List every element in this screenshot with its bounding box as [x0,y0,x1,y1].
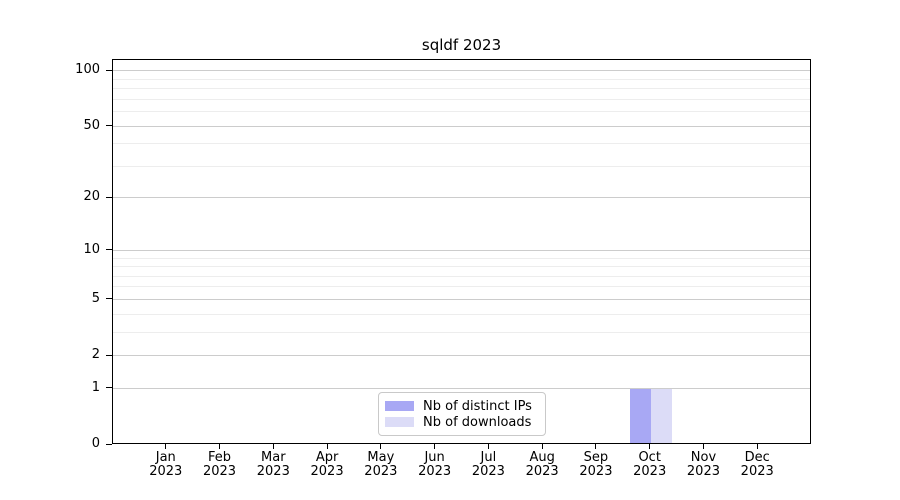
x-tick-mark [434,444,436,449]
gridline-major [113,387,810,389]
x-tick-year: 2023 [202,464,237,479]
x-tick-label: Feb 2023 [190,451,250,479]
x-tick-mark [649,444,651,449]
gridline-minor [113,313,810,315]
x-tick-month: Dec [744,450,770,465]
x-tick-year: 2023 [364,464,398,479]
x-tick-mark [219,444,221,449]
y-tick-mark [106,125,112,127]
gridline-major [113,249,810,251]
x-tick-mark [326,444,328,449]
gridline-minor [113,143,810,145]
gridline-minor [113,98,810,100]
x-tick-month: Feb [208,450,232,465]
x-tick-month: Apr [315,450,339,465]
gridline-minor [113,286,810,288]
x-tick-month: Oct [638,450,661,465]
y-tick-mark [106,249,112,251]
y-tick-label: 5 [91,290,100,306]
x-tick-month: Jan [155,450,176,465]
gridline-major [113,125,810,127]
x-tick-label: Oct 2023 [620,451,680,479]
x-tick-mark [272,444,274,449]
y-tick-mark [106,69,112,71]
x-tick-year: 2023 [633,464,667,479]
x-tick-year: 2023 [686,464,720,479]
x-tick-month: Aug [529,450,555,465]
y-tick-label: 20 [83,189,100,205]
y-tick-mark [106,196,112,198]
x-tick-label: Dec 2023 [727,451,787,479]
legend-swatch-downloads-icon [385,417,414,427]
x-tick-month: Mar [261,450,286,465]
x-tick-mark [165,444,167,449]
x-tick-label: Jul 2023 [458,451,518,479]
legend-item: Nb of distinct IPs [384,398,536,414]
gridline-minor [113,165,810,167]
bar [629,388,651,443]
x-tick-year: 2023 [525,464,559,479]
gridline-major [113,355,810,357]
x-tick-year: 2023 [471,464,505,479]
x-tick-mark [541,444,543,449]
y-tick-mark [106,387,112,389]
y-tick-label: 50 [83,117,100,133]
gridline-minor [113,266,810,268]
legend: Nb of distinct IPs Nb of downloads [378,392,546,436]
x-tick-label: Jan 2023 [136,451,196,479]
x-tick-month: Jun [424,450,445,465]
x-tick-month: Jul [480,450,497,465]
legend-label: Nb of downloads [423,414,532,430]
bar [650,388,672,443]
x-tick-year: 2023 [418,464,452,479]
legend-item: Nb of downloads [384,414,536,430]
y-tick-label: 10 [83,241,100,257]
legend-swatch-distinct-ips-icon [385,401,414,411]
x-tick-month: Sep [583,450,609,465]
x-tick-mark [595,444,597,449]
x-tick-month: May [367,450,395,465]
x-tick-label: Sep 2023 [566,451,626,479]
gridline-major [113,298,810,300]
x-tick-month: Nov [690,450,717,465]
gridline-major [113,197,810,199]
legend-label: Nb of distinct IPs [423,398,532,414]
gridline-minor [113,78,810,80]
y-tick-mark [106,298,112,300]
x-tick-year: 2023 [256,464,290,479]
gridline-minor [113,331,810,333]
x-tick-year: 2023 [310,464,344,479]
x-tick-mark [487,444,489,449]
x-tick-mark [702,444,704,449]
y-tick-label: 2 [91,347,100,363]
gridline-major [113,70,810,72]
gridline-minor [113,275,810,277]
chart-title: sqldf 2023 [421,36,502,54]
x-tick-year: 2023 [149,464,183,479]
x-tick-label: Mar 2023 [243,451,303,479]
x-tick-label: Apr 2023 [297,451,357,479]
y-tick-mark [106,354,112,356]
x-tick-label: Aug 2023 [512,451,572,479]
x-tick-year: 2023 [740,464,774,479]
plot-area [112,59,811,444]
x-tick-label: Nov 2023 [673,451,733,479]
x-tick-label: May 2023 [351,451,411,479]
gridline-minor [113,257,810,259]
x-tick-label: Jun 2023 [405,451,465,479]
x-tick-mark [380,444,382,449]
y-tick-label: 1 [91,379,100,395]
gridline-minor [113,111,810,113]
gridline-minor [113,88,810,90]
y-tick-label: 0 [91,436,100,451]
x-tick-mark [756,444,758,449]
x-tick-year: 2023 [579,464,613,479]
y-tick-mark [106,443,112,445]
y-tick-label: 100 [75,62,100,78]
